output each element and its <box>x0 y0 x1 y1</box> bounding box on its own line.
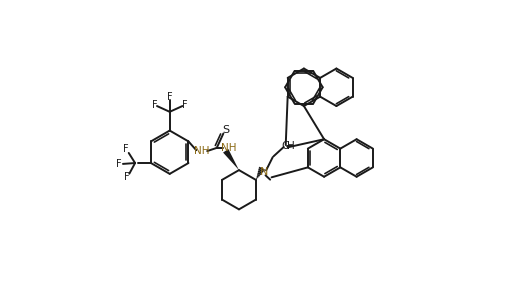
Text: F: F <box>123 144 129 154</box>
Text: C: C <box>281 141 289 151</box>
Text: F: F <box>115 160 121 169</box>
Text: F: F <box>182 99 188 110</box>
Text: NH: NH <box>194 146 209 156</box>
Polygon shape <box>223 149 239 170</box>
Text: N: N <box>260 167 268 177</box>
Text: S: S <box>222 125 229 135</box>
Text: F: F <box>167 92 172 102</box>
Text: F: F <box>152 99 158 110</box>
Text: H: H <box>287 141 295 151</box>
Text: F: F <box>124 173 129 182</box>
Text: NH: NH <box>220 143 236 153</box>
